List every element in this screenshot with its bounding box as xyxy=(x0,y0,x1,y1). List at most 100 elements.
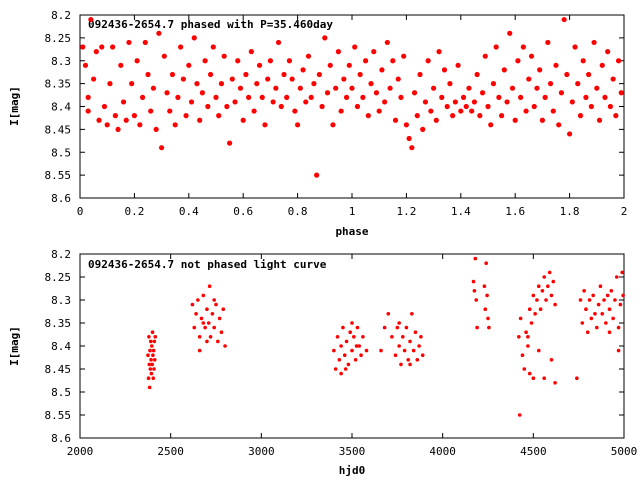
data-point xyxy=(602,298,606,302)
data-point xyxy=(518,316,523,321)
data-point xyxy=(295,122,301,128)
data-point xyxy=(322,35,328,41)
data-point xyxy=(483,307,488,312)
data-point xyxy=(402,348,407,353)
data-point xyxy=(611,316,615,321)
data-point xyxy=(585,330,590,335)
data-point xyxy=(259,94,265,100)
data-point xyxy=(390,58,396,64)
data-point xyxy=(539,117,546,123)
data-point xyxy=(485,103,491,110)
data-point xyxy=(284,94,290,100)
data-point xyxy=(335,335,340,339)
data-point xyxy=(221,307,226,312)
data-point xyxy=(591,39,597,46)
x-tick-label: 1.2 xyxy=(396,205,416,218)
data-point xyxy=(359,353,363,358)
data-point xyxy=(251,108,257,114)
data-point xyxy=(150,330,155,335)
data-point xyxy=(604,321,608,325)
data-point xyxy=(270,99,276,105)
data-point xyxy=(126,39,132,46)
data-point xyxy=(621,293,625,298)
data-point xyxy=(149,371,154,376)
data-point xyxy=(595,325,599,330)
data-point xyxy=(607,330,612,335)
data-point xyxy=(314,172,320,178)
data-point xyxy=(479,90,486,96)
data-point xyxy=(486,316,490,321)
data-point xyxy=(616,348,621,353)
data-point xyxy=(540,289,545,293)
data-point xyxy=(350,348,354,353)
x-tick-label: 3000 xyxy=(248,445,275,458)
data-point xyxy=(607,103,614,110)
x-tick-label: 4500 xyxy=(520,445,547,458)
data-point xyxy=(475,325,479,330)
data-point xyxy=(425,58,431,64)
data-point xyxy=(538,307,543,312)
data-point xyxy=(529,321,534,325)
data-point xyxy=(399,362,403,367)
data-point xyxy=(411,348,416,353)
data-point xyxy=(180,76,186,82)
data-point xyxy=(414,113,420,119)
data-point xyxy=(618,90,624,96)
data-point xyxy=(575,376,579,381)
data-point xyxy=(386,312,391,316)
data-point xyxy=(403,122,409,128)
data-point xyxy=(354,344,359,348)
data-point xyxy=(361,335,365,339)
y-tick-label: 8.25 xyxy=(45,32,72,45)
data-point xyxy=(197,335,202,339)
data-point xyxy=(542,94,548,100)
data-point xyxy=(567,131,573,137)
data-point xyxy=(549,293,554,298)
data-point xyxy=(546,284,550,289)
data-point xyxy=(169,71,176,78)
data-point xyxy=(205,103,211,110)
y-tick-label: 8.25 xyxy=(45,271,72,284)
data-point xyxy=(146,376,151,381)
x-tick-label: 1.8 xyxy=(560,205,580,218)
data-point xyxy=(433,117,439,123)
data-point xyxy=(153,335,158,339)
data-point xyxy=(411,90,418,96)
data-point xyxy=(300,67,306,73)
data-point xyxy=(82,62,89,68)
data-point xyxy=(172,122,178,128)
data-point xyxy=(188,99,195,105)
data-point xyxy=(192,325,197,330)
data-point xyxy=(151,376,156,381)
data-point xyxy=(357,344,362,348)
data-point xyxy=(203,325,207,330)
data-point xyxy=(151,353,155,358)
data-point xyxy=(428,108,434,114)
data-point xyxy=(583,94,589,100)
data-point xyxy=(431,85,437,91)
data-point xyxy=(107,81,113,87)
data-point xyxy=(327,62,333,68)
data-point xyxy=(376,108,382,114)
unphased-light-curve-panel: 092436-2654.7 not phased light curve hjd… xyxy=(8,248,637,477)
data-point xyxy=(382,325,387,330)
data-point xyxy=(152,367,156,371)
data-point xyxy=(348,330,352,335)
data-points xyxy=(80,16,624,178)
data-point xyxy=(191,35,197,41)
data-point xyxy=(353,358,358,362)
data-point xyxy=(240,117,246,123)
data-point xyxy=(547,270,552,275)
data-point xyxy=(531,293,536,298)
data-point xyxy=(493,44,499,50)
x-tick-label: 0.4 xyxy=(179,205,199,218)
y-tick-label: 8.55 xyxy=(45,409,72,422)
data-point xyxy=(147,385,152,390)
y-tick-label: 8.45 xyxy=(45,123,72,136)
data-point xyxy=(384,39,390,46)
data-point xyxy=(96,117,102,123)
data-point xyxy=(598,284,603,289)
data-point xyxy=(178,44,184,50)
data-point xyxy=(501,67,507,73)
data-point xyxy=(207,71,214,78)
